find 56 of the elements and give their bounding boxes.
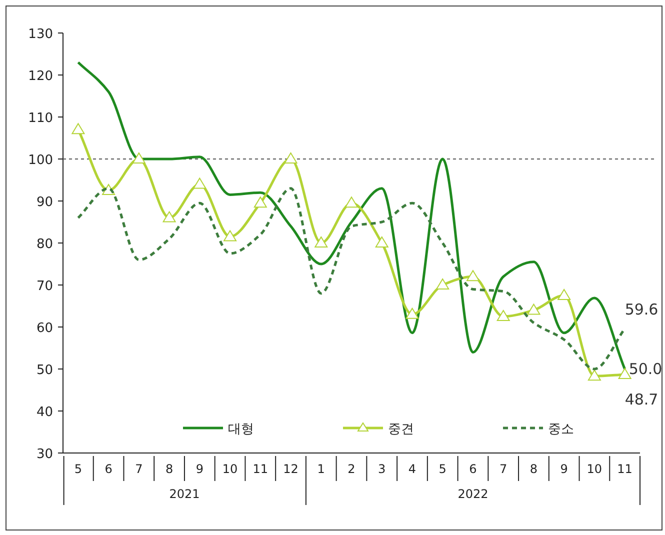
x-tick-label: 2 — [348, 462, 356, 476]
y-tick-label: 130 — [28, 27, 53, 42]
point — [436, 278, 450, 290]
x-tick-label: 10 — [222, 462, 238, 476]
x-tick-label: 7 — [500, 462, 508, 476]
x-tick-label: 7 — [135, 462, 143, 476]
y-tick-label: 30 — [36, 447, 53, 462]
x-tick-label: 1 — [317, 462, 325, 476]
point — [527, 304, 540, 315]
point — [193, 178, 206, 189]
legend-label: 대형 — [228, 422, 254, 437]
x-tick-label: 11 — [617, 462, 632, 476]
x-tick-label: 5 — [74, 462, 82, 476]
x-tick-label: 9 — [196, 462, 204, 476]
x-tick-label: 4 — [408, 462, 416, 476]
y-tick-label: 100 — [28, 153, 53, 168]
data-label: 50.0 — [628, 360, 662, 378]
point — [162, 211, 176, 222]
point — [132, 152, 146, 164]
legend-label: 중소 — [548, 422, 574, 437]
point — [254, 196, 267, 208]
y-tick-label: 120 — [28, 69, 53, 84]
x-tick-label: 6 — [469, 462, 477, 476]
point — [345, 196, 358, 208]
y-tick-label: 70 — [36, 279, 53, 294]
x-tick-label: 8 — [530, 462, 538, 476]
point — [224, 230, 237, 242]
x-tick-label: 10 — [586, 462, 602, 476]
y-tick-label: 80 — [36, 237, 53, 252]
point — [496, 310, 510, 321]
text: 2021 — [169, 487, 200, 501]
point — [406, 308, 419, 319]
point — [466, 270, 480, 282]
data-label: 48.7 — [624, 390, 658, 408]
point — [558, 289, 571, 300]
x-tick-label: 9 — [560, 462, 568, 476]
legend-label: 중견 — [388, 422, 414, 437]
y-tick-label: 90 — [36, 195, 53, 210]
x-tick-label: 12 — [283, 462, 298, 476]
x-tick-label: 11 — [252, 462, 268, 476]
x-tick-label: 8 — [165, 462, 174, 476]
y-tick-label: 50 — [36, 363, 53, 378]
y-tick-label: 40 — [36, 405, 53, 420]
point — [375, 236, 388, 248]
point — [72, 123, 85, 134]
point — [588, 370, 601, 381]
x-tick-label: 5 — [438, 462, 446, 476]
data-label: 59.6 — [624, 300, 658, 319]
x-tick-label: 6 — [104, 462, 112, 476]
x-tick-label: 3 — [378, 462, 386, 476]
point — [618, 368, 632, 379]
y-tick-label: 110 — [28, 111, 53, 126]
point — [314, 236, 328, 248]
point — [284, 152, 298, 164]
y-tick-label: 60 — [36, 321, 53, 336]
text: 2022 — [458, 487, 488, 501]
